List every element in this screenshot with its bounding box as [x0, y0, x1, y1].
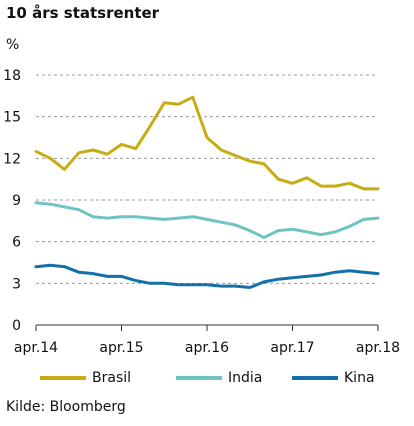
- series-lines: [34, 95, 380, 289]
- y-tick-label: 6: [12, 235, 21, 251]
- x-tick-label: apr.17: [270, 340, 314, 356]
- source-note: Kilde: Bloomberg: [6, 399, 126, 415]
- x-tick-label: apr.14: [14, 340, 58, 356]
- legend-item-kina: Kina: [292, 370, 375, 386]
- gridlines: [36, 74, 378, 284]
- y-tick-label: 18: [3, 68, 21, 84]
- series-line-brasil: [34, 95, 380, 191]
- series-line-kina: [34, 263, 380, 289]
- y-tick-label: 3: [12, 276, 21, 292]
- y-tick-label: 12: [3, 151, 21, 167]
- y-tick-label: 15: [3, 110, 21, 126]
- legend-label: Brasil: [92, 370, 132, 386]
- legend-item-india: India: [176, 370, 262, 386]
- legend-item-brasil: Brasil: [40, 370, 131, 386]
- chart-title: 10 års statsrenter: [6, 4, 160, 22]
- y-axis-ticks: 0 3 6 9 12 15 18: [3, 68, 21, 334]
- x-tick-label: apr.18: [356, 340, 400, 356]
- x-axis-ticks: apr.14 apr.15 apr.16 apr.17 apr.18: [14, 325, 400, 356]
- series-line-india: [34, 201, 380, 239]
- legend-label: Kina: [344, 370, 375, 386]
- y-tick-label: 0: [12, 318, 21, 334]
- legend-label: India: [228, 370, 263, 386]
- y-tick-label: 9: [12, 193, 21, 209]
- x-tick-label: apr.15: [99, 340, 143, 356]
- legend-swatch: [40, 376, 86, 380]
- legend-swatch: [292, 376, 338, 380]
- x-tick-label: apr.16: [185, 340, 229, 356]
- legend-swatch: [176, 376, 222, 380]
- legend: Brasil India Kina: [0, 370, 414, 390]
- y-axis-unit: %: [6, 37, 20, 53]
